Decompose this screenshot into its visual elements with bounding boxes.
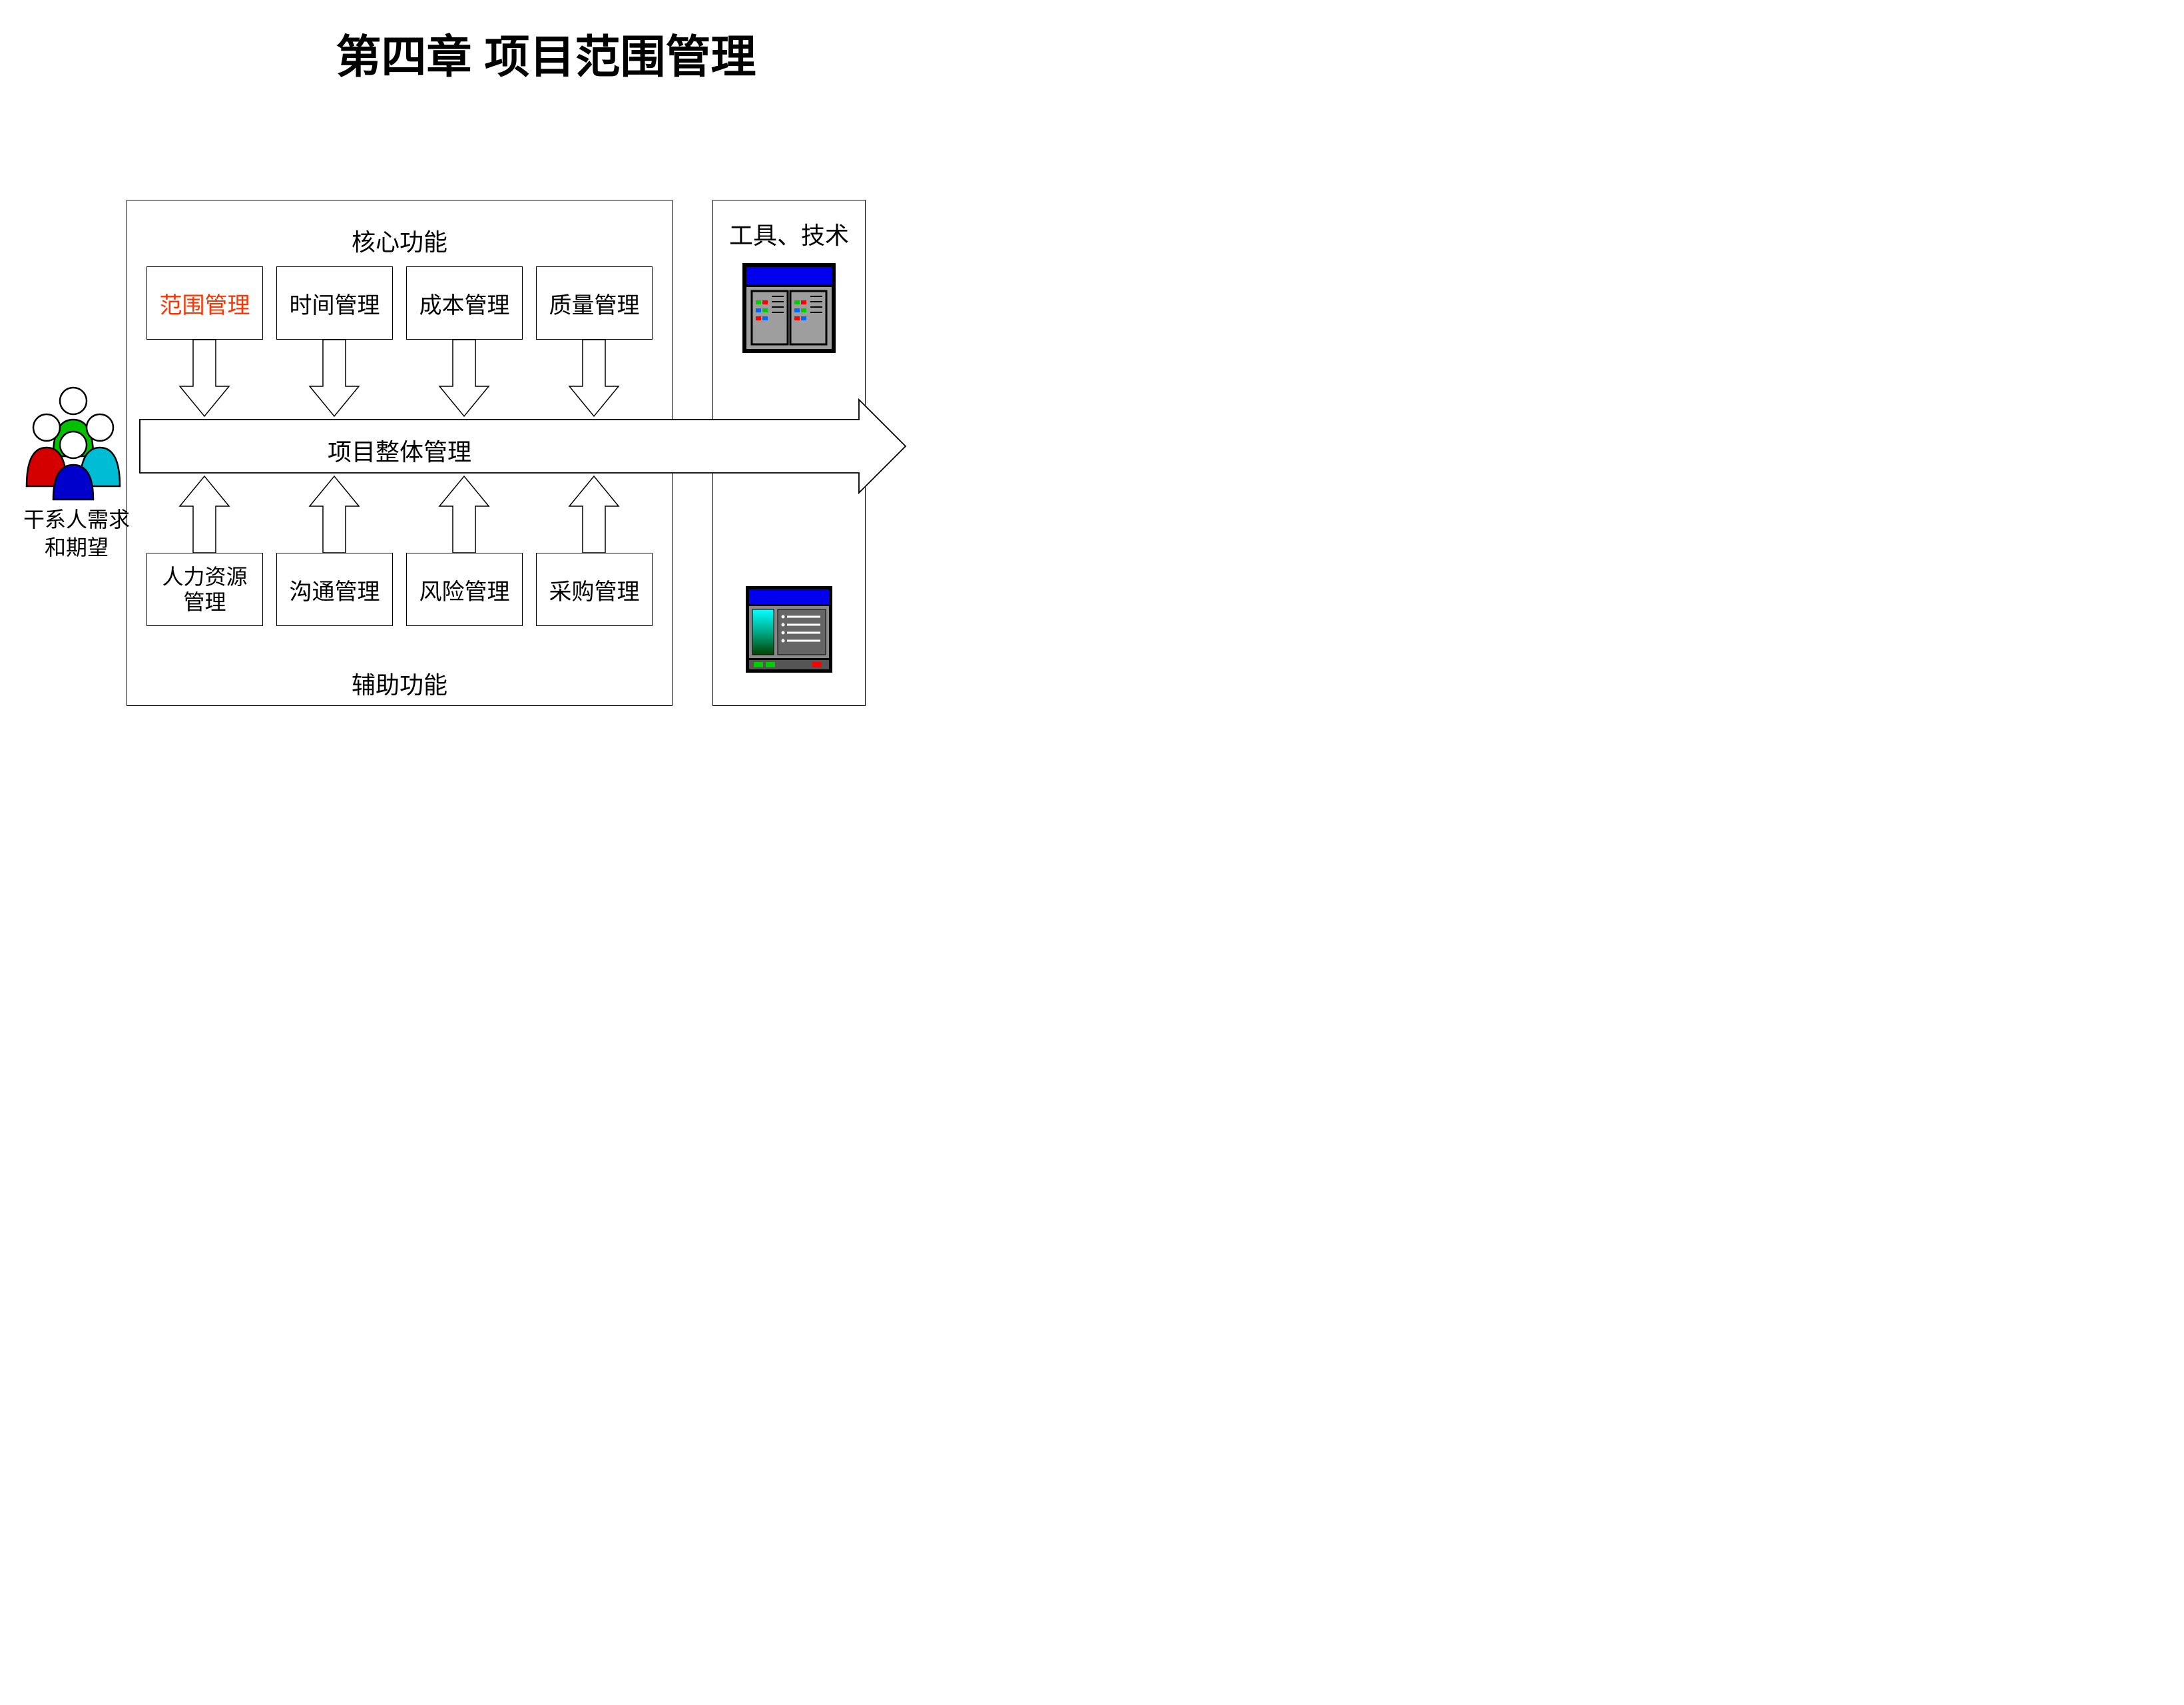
- people-icon: [27, 388, 120, 500]
- procure-mgmt-box: 采购管理: [536, 553, 653, 626]
- time-mgmt-box: 时间管理: [276, 266, 393, 340]
- scope-mgmt-box: 范围管理: [146, 266, 263, 340]
- aux-function-label: 辅助功能: [333, 666, 466, 701]
- hr-mgmt-label: 人力资源管理: [162, 564, 247, 615]
- hr-mgmt-box: 人力资源管理: [146, 553, 263, 626]
- tools-label: 工具、技术: [719, 216, 859, 251]
- page-title: 第四章 项目范围管理: [0, 20, 1092, 86]
- tools-frame: [712, 200, 866, 706]
- cost-mgmt-box: 成本管理: [406, 266, 523, 340]
- stakeholder-label: 干系人需求 和期望: [13, 506, 140, 561]
- quality-mgmt-box: 质量管理: [536, 266, 653, 340]
- comm-mgmt-box: 沟通管理: [276, 553, 393, 626]
- core-function-label: 核心功能: [333, 223, 466, 258]
- integration-mgmt-label: 项目整体管理: [140, 433, 659, 468]
- risk-mgmt-box: 风险管理: [406, 553, 523, 626]
